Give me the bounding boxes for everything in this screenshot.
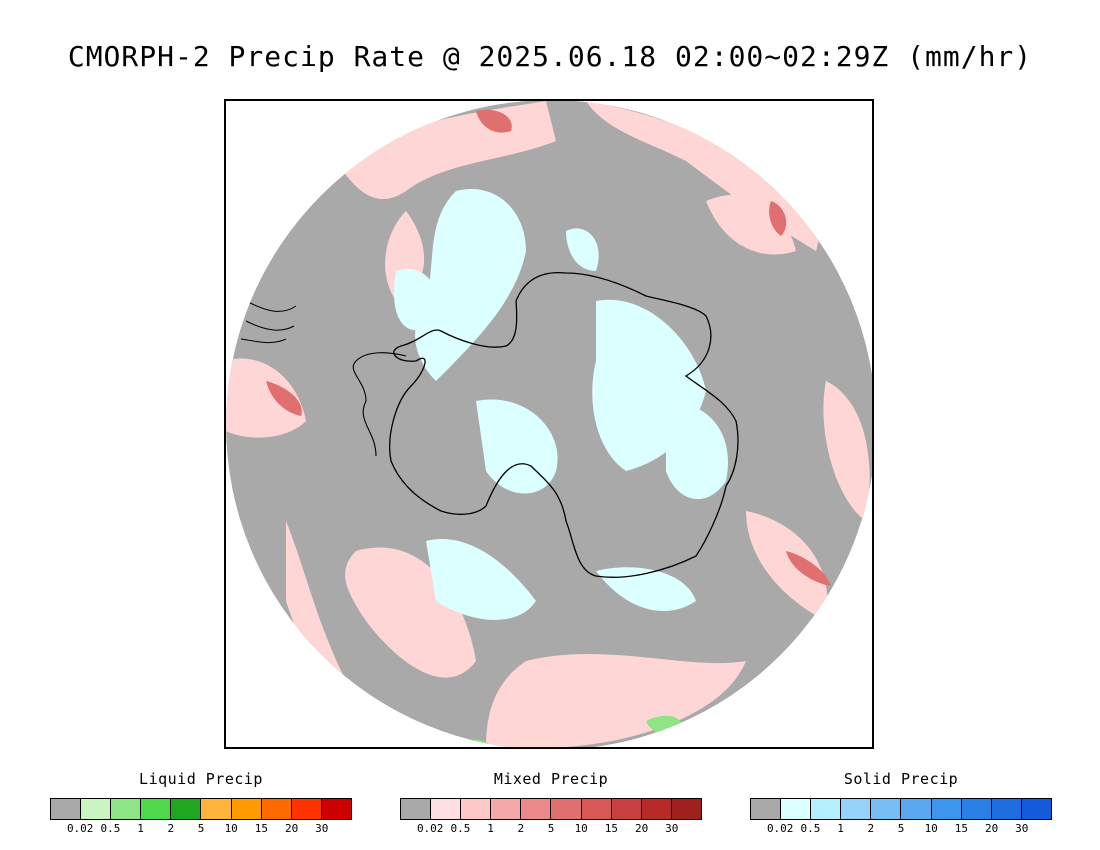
legend-swatch [401,799,432,819]
legend-tick-label: 2 [517,822,525,835]
legend-tick-label: 10 [924,822,938,835]
legend-ticks: 0.02 0.5 1 2 5 10 15 20 30 [750,822,1052,838]
map-panel [224,99,874,749]
legend-tick-label: 30 [665,822,679,835]
legend-swatch [991,799,1022,819]
legend-tick-label: 20 [634,822,649,835]
legend-swatch [781,799,812,819]
legend-tick-label: 5 [897,822,905,835]
legend-swatch [111,799,142,819]
legend-tick-label: 2 [867,822,875,835]
legend-mixed: Mixed Precip 0.02 0.5 1 2 5 10 15 20 30 [400,770,702,838]
legend-tick-label: 0.5 [450,822,471,835]
legend-tick-label: 2 [167,822,175,835]
map-title: CMORPH-2 Precip Rate @ 2025.06.18 02:00~… [67,40,1033,73]
legend-tick-label: 1 [837,822,844,835]
legend-tick-label: 5 [547,822,555,835]
antarctic-peninsula-coastline [352,352,407,457]
legend-swatch [641,799,672,819]
polar-precip-map [226,101,872,747]
legend-tick-label: 1 [487,822,494,835]
legend-tick-label: 30 [315,822,329,835]
legend-solid: Solid Precip 0.02 0.5 1 2 5 10 15 20 30 [750,770,1052,838]
legend-tick-label: 5 [197,822,205,835]
legend-tick-label: 0.02 [416,822,444,835]
legend-tick-label: 15 [954,822,969,835]
legend-tick-label: 20 [284,822,299,835]
legend-tick-label: 10 [574,822,588,835]
legend-swatch [811,799,842,819]
legend-swatch [431,799,462,819]
legend-ticks: 0.02 0.5 1 2 5 10 15 20 30 [50,822,352,838]
antarctica-coastline [389,271,739,578]
legend-swatch [291,799,322,819]
legend-swatch [871,799,902,819]
legend-swatch [901,799,932,819]
mixed-precip-heavy [266,109,831,586]
legend-tick-label: 0.02 [766,822,794,835]
legend-swatch [81,799,112,819]
legend-tick-label: 0.5 [100,822,121,835]
legend-swatch [841,799,872,819]
legend-tick-label: 20 [984,822,999,835]
legend-tick-label: 30 [1015,822,1029,835]
legend-title: Solid Precip [843,770,959,788]
legend-swatch [961,799,992,819]
legend-swatch [201,799,232,819]
legend-swatch [671,799,701,819]
legend-swatch [611,799,642,819]
legend-swatch [551,799,582,819]
legend-tick-label: 0.02 [66,822,94,835]
legend-tick-label: 1 [137,822,144,835]
legend-swatch [491,799,522,819]
legend-tick-label: 15 [254,822,269,835]
legend-swatch [461,799,492,819]
legend-swatch [931,799,962,819]
legend-swatch [321,799,351,819]
solid-precip-areas [394,189,728,620]
legend-swatch [231,799,262,819]
legend-liquid: Liquid Precip 0.02 0.5 1 2 5 10 15 20 30 [50,770,352,838]
legend-title: Liquid Precip [139,770,263,788]
legend-swatch [51,799,82,819]
legend-swatch [521,799,552,819]
legend-swatch [1021,799,1051,819]
legend-color-bar [50,798,352,820]
legend-swatch [751,799,782,819]
legend-swatch [171,799,202,819]
legend-tick-label: 10 [224,822,238,835]
legend-swatch [261,799,292,819]
legend-swatch [141,799,172,819]
legend-swatch [581,799,612,819]
legend-ticks: 0.02 0.5 1 2 5 10 15 20 30 [400,822,702,838]
legend-tick-label: 15 [604,822,619,835]
legend-tick-label: 0.5 [800,822,821,835]
legend-color-bar [400,798,702,820]
south-america-tip-coastline [240,300,297,344]
legend-color-bar [750,798,1052,820]
legend-title: Mixed Precip [493,770,609,788]
